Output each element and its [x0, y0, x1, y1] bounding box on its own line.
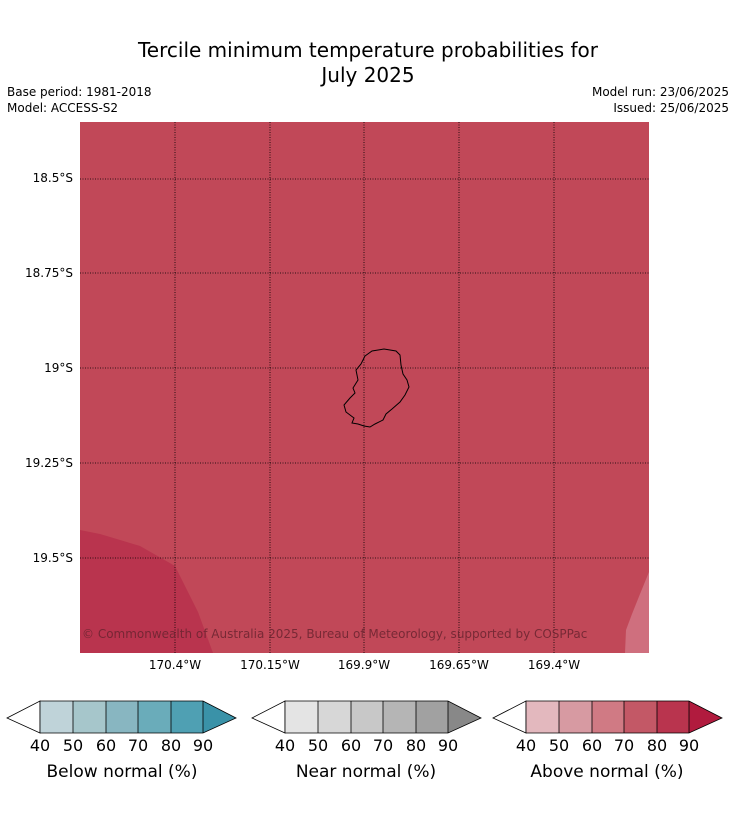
colorbar-above-swatch-5: [657, 701, 689, 733]
colorbar-near-swatch-5: [416, 701, 448, 733]
lat-label-1: 18.5°S: [32, 171, 73, 185]
meta-left: Base period: 1981-2018 Model: ACCESS-S2: [7, 84, 152, 116]
lon-label-5: 169.4°W: [527, 658, 581, 672]
colorbar-below-tick-90: 90: [192, 736, 214, 755]
dark-region-bottom-left: [80, 530, 213, 653]
title-line-1: Tercile minimum temperature probabilitie…: [137, 38, 599, 62]
colorbar-near-swatch-2: [318, 701, 351, 733]
colorbar-above-label: Above normal (%): [530, 762, 684, 782]
colorbar-above-swatch-3: [592, 701, 624, 733]
map-title: Tercile minimum temperature probabilitie…: [0, 38, 736, 88]
colorbar-above-under-arrow: [492, 700, 527, 734]
colorbar-above-tick-50: 50: [548, 736, 570, 755]
colorbar-near: [251, 700, 482, 734]
colorbar-below-under-arrow: [6, 700, 41, 734]
island-outline: [343, 348, 410, 428]
lat-label-2: 18.75°S: [25, 266, 73, 280]
colorbar-below-swatch-1: [40, 701, 73, 733]
lon-label-2: 170.15°W: [240, 658, 300, 672]
colorbar-below: [6, 700, 237, 734]
colorbar-below-label: Below normal (%): [46, 762, 198, 782]
colorbar-near-tick-50: 50: [307, 736, 329, 755]
colorbar-near-tick-40: 40: [274, 736, 296, 755]
copyright-notice: © Commonwealth of Australia 2025, Bureau…: [82, 627, 588, 641]
colorbar-above-tick-40: 40: [515, 736, 537, 755]
colorbar-above-tick-80: 80: [646, 736, 668, 755]
colorbar-below-swatch-4: [138, 701, 171, 733]
colorbar-near-tick-60: 60: [340, 736, 362, 755]
colorbar-above-over-arrow: [689, 701, 722, 733]
lon-label-1: 170.4°W: [148, 658, 202, 672]
colorbar-near-tick-70: 70: [372, 736, 394, 755]
colorbar-near-swatch-1: [285, 701, 318, 733]
colorbar-near-swatch-4: [383, 701, 416, 733]
lon-label-3: 169.9°W: [337, 658, 391, 672]
colorbar-above-swatch-2: [559, 701, 592, 733]
base-period: Base period: 1981-2018: [7, 85, 152, 99]
colorbar-below-swatch-2: [73, 701, 106, 733]
colorbar-near-label: Near normal (%): [295, 762, 437, 782]
lon-label-4: 169.65°W: [429, 658, 489, 672]
map-svg: [80, 122, 649, 653]
colorbar-near-swatch-3: [351, 701, 383, 733]
colorbar-below-over-arrow: [203, 701, 236, 733]
meta-right: Model run: 23/06/2025 Issued: 25/06/2025: [592, 84, 729, 116]
colorbar-below-swatch-5: [171, 701, 203, 733]
colorbar-near-over-arrow: [448, 701, 481, 733]
colorbar-below-tick-50: 50: [62, 736, 84, 755]
colorbar-above-tick-60: 60: [581, 736, 603, 755]
gridlines: [80, 122, 649, 653]
colorbar-near-tick-80: 80: [405, 736, 427, 755]
title-line-2: July 2025: [321, 63, 415, 87]
colorbar-above-swatch-1: [526, 701, 559, 733]
colorbar-near-tick-90: 90: [437, 736, 459, 755]
issued-date: Issued: 25/06/2025: [613, 101, 729, 115]
colorbar-above: [492, 700, 723, 734]
lat-label-5: 19.5°S: [32, 551, 73, 565]
colorbar-below-tick-40: 40: [29, 736, 51, 755]
colorbar-below-tick-60: 60: [95, 736, 117, 755]
colorbar-below-tick-70: 70: [127, 736, 149, 755]
map-area: © Commonwealth of Australia 2025, Bureau…: [80, 122, 649, 653]
lat-label-4: 19.25°S: [25, 456, 73, 470]
lat-label-3: 19°S: [44, 361, 73, 375]
colorbar-above-tick-90: 90: [678, 736, 700, 755]
model-run: Model run: 23/06/2025: [591, 85, 729, 99]
colorbar-below-swatch-3: [106, 701, 138, 733]
colorbar-above-swatch-4: [624, 701, 657, 733]
colorbar-below-tick-80: 80: [160, 736, 182, 755]
colorbar-near-under-arrow: [251, 700, 286, 734]
light-region-bottom-right: [625, 572, 649, 653]
model-name: Model: ACCESS-S2: [7, 101, 119, 115]
colorbar-above-tick-70: 70: [613, 736, 635, 755]
